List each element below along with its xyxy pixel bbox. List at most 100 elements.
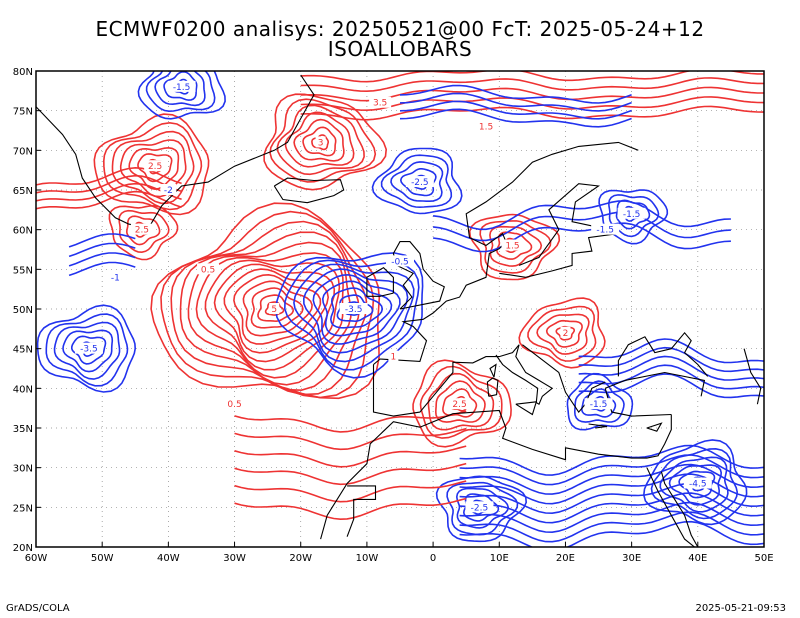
- contour-band: [234, 480, 467, 503]
- positive-contour: [195, 252, 344, 379]
- positive-contour: [496, 231, 533, 260]
- negative-contour: [435, 475, 528, 543]
- negative-center-label: -1.5: [623, 210, 641, 220]
- positive-contour: [128, 146, 180, 191]
- contour-label-bg: [107, 271, 124, 283]
- contour-band: [68, 261, 136, 277]
- negative-center-label: -1.5: [173, 83, 191, 93]
- positive-center-label: 1.5: [505, 242, 519, 252]
- positive-contour: [102, 121, 203, 211]
- contour-band: [300, 105, 764, 121]
- contour-band: [459, 501, 764, 534]
- contour-label-bg: [448, 398, 471, 410]
- positive-center-label: 3: [318, 138, 324, 148]
- contour-band-label: -2: [164, 186, 173, 196]
- lat-tick-label: 70N: [13, 146, 33, 157]
- negative-contour: [293, 263, 415, 363]
- lat-tick-label: 80N: [13, 67, 33, 78]
- lat-tick-label: 25N: [13, 503, 33, 514]
- contour-band: [300, 96, 764, 112]
- contour-band: [432, 222, 731, 253]
- coastline: [273, 177, 345, 204]
- negative-contour: [678, 470, 716, 499]
- positive-contour: [311, 134, 329, 151]
- lon-tick-label: 10E: [490, 553, 509, 564]
- software-credit: GrADS/COLA: [6, 603, 70, 614]
- contour-label-bg: [465, 501, 494, 513]
- negative-contour: [380, 154, 453, 209]
- contour-label-bg: [167, 80, 196, 92]
- contour-band: [578, 364, 764, 390]
- coastline: [489, 363, 497, 378]
- contour-band-label: 0.5: [227, 400, 241, 410]
- contour-band: [459, 482, 764, 515]
- map-title-line1: ECMWF0200 analisys: 20250521@00 FcT: 202…: [95, 17, 705, 41]
- contour-band: [578, 355, 764, 381]
- coastline: [743, 348, 762, 405]
- lon-tick-label: 50E: [754, 553, 773, 564]
- negative-center-label: -2.5: [471, 503, 489, 513]
- contour-band: [432, 211, 731, 242]
- coastline: [346, 485, 377, 537]
- contour-band: [399, 92, 632, 112]
- positive-contour: [302, 126, 337, 157]
- contour-band: [459, 454, 764, 486]
- contour-band: [399, 84, 632, 104]
- contour-band: [459, 520, 764, 547]
- coastline: [36, 74, 315, 229]
- contour-label-bg: [591, 223, 620, 235]
- contour-band: [399, 100, 632, 120]
- negative-contour: [62, 329, 114, 373]
- map-title-line2: ISOALLOBARS: [327, 37, 473, 61]
- contour-label-bg: [584, 398, 613, 410]
- coastlines: [36, 74, 762, 547]
- coastline: [392, 241, 445, 310]
- contour-band-label: 1: [391, 353, 397, 363]
- positive-contour: [536, 313, 590, 355]
- positive-contour: [150, 202, 381, 400]
- contour-labels: 52.531.522.52.5-3.5-3.5-1.5-2.5-4.5-1.5-…: [74, 80, 712, 513]
- negative-contour: [53, 321, 121, 380]
- positive-contour: [276, 104, 365, 176]
- positive-contour: [242, 280, 313, 337]
- positive-contour: [442, 388, 478, 418]
- lat-tick-label: 65N: [13, 186, 33, 197]
- positive-center-label: 2: [563, 329, 569, 339]
- contour-band-label: -1: [111, 273, 120, 283]
- contour-label-bg: [388, 350, 399, 362]
- negative-contour: [71, 335, 107, 365]
- contour-band-label: 1.5: [479, 123, 493, 133]
- positive-contour: [187, 241, 352, 386]
- contour-label-bg: [475, 120, 498, 132]
- negative-contour: [329, 287, 384, 329]
- contour-band: [578, 338, 764, 364]
- lat-tick-label: 55N: [13, 265, 33, 276]
- contour-label-bg: [269, 303, 280, 314]
- contour-band-label: -1.5: [596, 226, 614, 236]
- negative-center-label: -1.5: [590, 400, 608, 410]
- positive-contour: [118, 209, 170, 254]
- contour-band: [36, 182, 182, 202]
- positive-contour: [293, 118, 345, 162]
- positive-contour: [204, 259, 341, 371]
- lat-tick-label: 75N: [13, 107, 33, 118]
- negative-contour: [390, 161, 444, 202]
- contour-band: [459, 511, 764, 543]
- contour-band: [432, 200, 731, 231]
- coastline: [372, 344, 520, 417]
- positive-contour: [419, 365, 503, 439]
- positive-contour: [160, 210, 375, 399]
- contour-label-bg: [339, 303, 368, 314]
- contour-band: [68, 233, 136, 248]
- negative-center-label: -3.5: [345, 305, 363, 315]
- positive-contour: [284, 111, 355, 168]
- contour-label-bg: [160, 184, 177, 195]
- coastline: [646, 422, 663, 432]
- positive-center-label: 2.5: [452, 400, 466, 410]
- contour-band-label: 0.5: [201, 265, 215, 275]
- contour-band: [36, 174, 182, 194]
- coastline: [604, 371, 706, 397]
- lon-tick-label: 20W: [289, 553, 312, 564]
- negative-center-label: -3.5: [80, 345, 98, 355]
